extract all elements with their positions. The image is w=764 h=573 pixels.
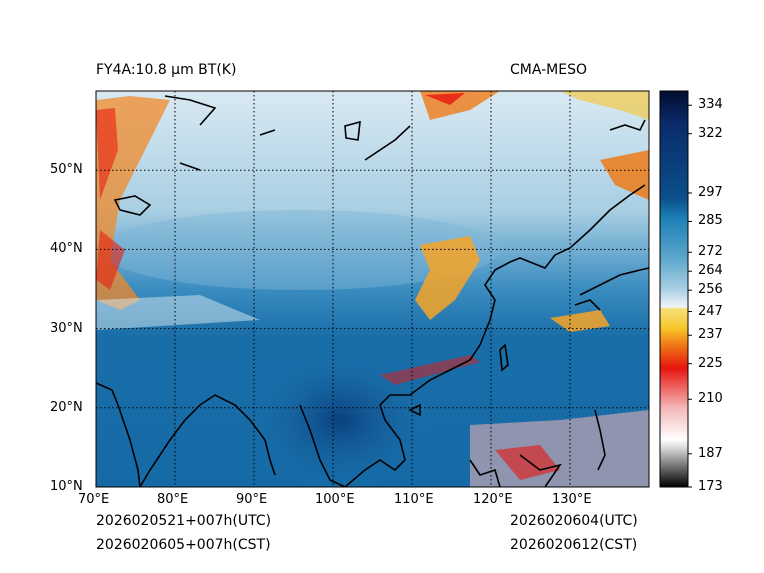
colorbar-tick-label: 256 [698,282,723,298]
coastlines [96,95,649,487]
lon-tick-label: 110°E [394,492,434,507]
model-name: CMA-MESO [510,62,588,78]
colorbar-ticks [688,104,692,488]
colorbar-tick-label: 297 [698,184,723,200]
colorbar-tick-label: 247 [698,303,723,319]
colorbar-tick-label: 173 [698,479,723,494]
lat-tick-label: 50°N [50,162,83,178]
lat-tick-label: 40°N [50,241,83,257]
colorbar-tick-label: 285 [698,213,723,229]
lon-tick-label: 120°E [473,492,513,507]
colorbar-tick-label: 237 [698,327,723,343]
lat-tick-label: 10°N [50,479,83,494]
valid-time-utc: 2026020604(UTC) [510,513,638,529]
colorbar-tick-label: 334 [698,97,723,113]
colorbar-tick-label: 322 [698,125,723,141]
graticule [96,91,649,487]
lon-tick-label: 70°E [78,492,110,507]
lon-tick-label: 100°E [315,492,355,507]
init-time-cst: 2026020605+007h(CST) [96,537,271,553]
lon-tick-label: 90°E [236,492,268,507]
colorbar-tick-label: 272 [698,244,723,260]
lon-tick-label: 130°E [552,492,592,507]
colorbar-frame [659,90,689,488]
init-time-utc: 2026020521+007h(UTC) [96,513,272,529]
valid-time-cst: 2026020612(CST) [510,537,638,553]
colorbar-tick-label: 225 [698,355,723,371]
colorbar-tick-label: 187 [698,445,723,461]
colorbar [660,91,688,487]
product-title: FY4A:10.8 µm BT(K) [96,62,237,78]
map-frame [95,90,650,488]
lon-tick-label: 80°E [157,492,189,507]
colorbar-tick-label: 210 [698,391,723,407]
colorbar-tick-label: 264 [698,263,723,279]
lat-tick-label: 20°N [50,399,83,415]
lat-tick-label: 30°N [50,320,83,336]
brightness-temperature-field [96,91,649,487]
